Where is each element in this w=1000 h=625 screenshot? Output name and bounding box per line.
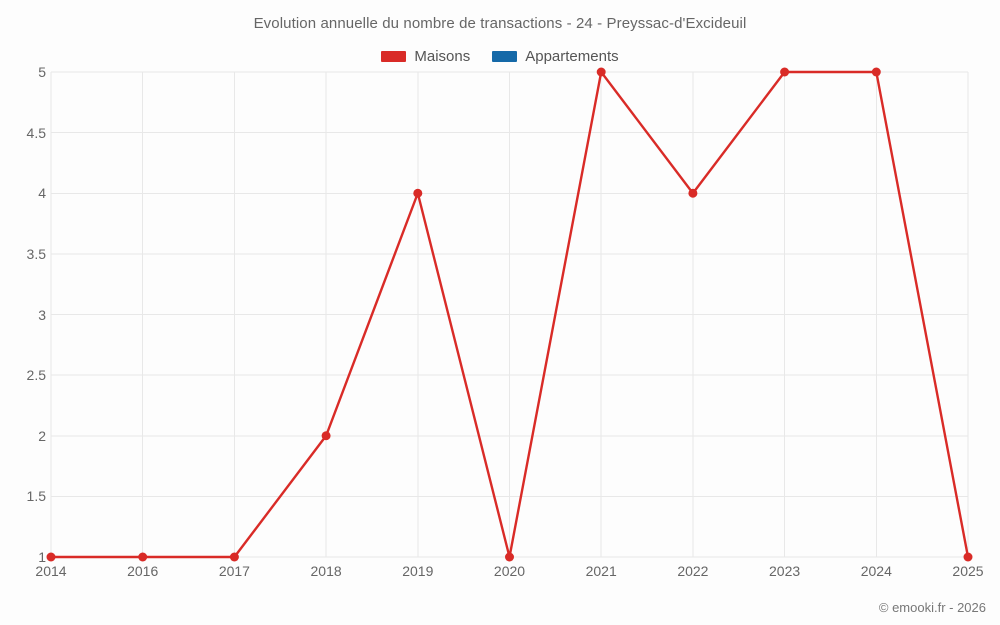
data-point[interactable] (413, 188, 423, 198)
data-point[interactable] (505, 552, 514, 562)
y-axis-tick-label: 3.5 (26, 245, 46, 262)
data-point[interactable] (871, 67, 881, 77)
y-axis-tick-label: 2 (38, 427, 46, 444)
data-point[interactable] (138, 552, 148, 562)
x-axis-tick-label: 2014 (35, 563, 67, 579)
data-point[interactable] (963, 552, 973, 562)
legend-swatch-maisons-icon (381, 50, 407, 62)
data-point[interactable] (46, 552, 56, 562)
x-axis-tick-label: 2022 (677, 563, 709, 579)
x-axis-tick-label: 2019 (402, 563, 434, 579)
x-axis-tick-label: 2020 (493, 563, 526, 579)
y-axis-tick-label: 4 (38, 185, 46, 202)
legend-swatch-appartements-icon (492, 50, 518, 62)
data-point[interactable] (321, 431, 331, 441)
data-point[interactable] (688, 188, 698, 198)
x-axis-tick-label: 2016 (127, 563, 159, 579)
x-axis-tick-label: 2025 (952, 563, 984, 579)
y-axis-tick-label: 1 (38, 549, 46, 565)
plot-svg (46, 67, 973, 562)
x-axis-tick-label: 2018 (310, 563, 342, 579)
legend-item-maisons[interactable]: Maisons (381, 48, 470, 65)
x-axis-tick-label: 2024 (860, 563, 892, 579)
x-axis: 2014 2016 2017 2018 2019 2020 2021 2022 2023 2024… (35, 563, 983, 587)
chart-title: Evolution annuelle du nombre de transact… (253, 15, 747, 32)
plot-area (46, 67, 973, 562)
x-axis-tick-label: 2023 (769, 563, 801, 579)
legend-item-appartements[interactable]: Appartements (492, 47, 619, 65)
chart-credit: © emooki.fr - 2026 (878, 600, 986, 615)
chart-legend: Maisons Appartements (0, 45, 1000, 67)
y-axis-tick-label: 3 (38, 306, 46, 323)
y-axis-tick-label: 4.5 (26, 124, 46, 141)
data-point[interactable] (596, 67, 606, 77)
x-axis-tick-label: 2017 (218, 563, 250, 579)
legend-label-appartements: Appartements (525, 47, 619, 65)
data-point[interactable] (780, 67, 790, 77)
data-point[interactable] (229, 552, 239, 562)
y-axis-tick-label: 1.5 (26, 488, 46, 505)
x-axis-tick-label: 2021 (585, 563, 617, 579)
y-axis-tick-label: 2.5 (26, 367, 46, 384)
y-axis: 1 1.5 2 2.5 3 3.5 4 4.5 5 (0, 64, 46, 565)
y-axis-tick-label: 5 (38, 64, 46, 80)
legend-label-maisons: Maisons (414, 47, 471, 65)
